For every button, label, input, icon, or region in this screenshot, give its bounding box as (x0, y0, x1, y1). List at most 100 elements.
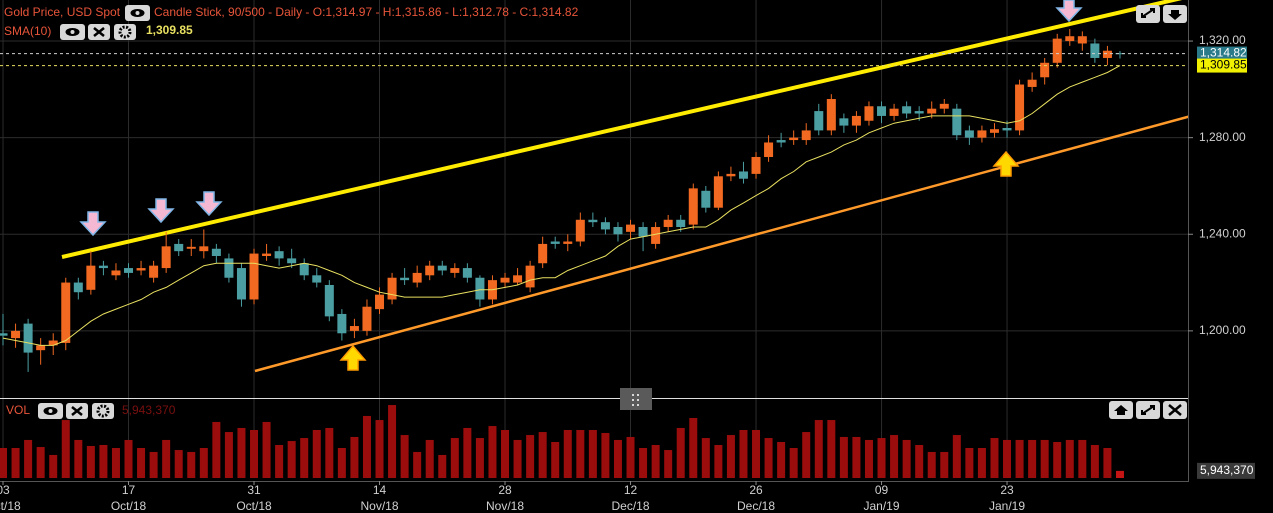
volume-bar (1040, 439, 1049, 478)
volume-bar (375, 420, 384, 478)
volume-bar (111, 448, 120, 478)
candle-body (287, 258, 297, 264)
x-tick-label: 31 (247, 483, 261, 497)
sma-last-label: 1,309.85 (1200, 58, 1247, 72)
x-tick-sublabel: Jan/19 (864, 499, 900, 513)
settings-button[interactable] (114, 24, 136, 40)
candle-body (437, 265, 447, 271)
candle-body (776, 140, 786, 143)
volume-bar (137, 448, 146, 478)
candle-body (211, 248, 221, 256)
candle-body (688, 188, 698, 225)
candle-body (1040, 62, 1050, 78)
candle-body (738, 171, 748, 179)
volume-bar (802, 432, 811, 478)
candle-body (764, 142, 774, 157)
candle-body (977, 130, 987, 138)
candle-body (400, 277, 410, 281)
sma-last-value: 1,309.85 (146, 23, 193, 37)
volume-bar (400, 435, 409, 478)
volume-bar (563, 430, 572, 478)
candle-body (626, 224, 636, 232)
volume-bar (450, 438, 459, 478)
x-icon (71, 406, 83, 416)
axis-background (1188, 0, 1273, 513)
candle-body (98, 265, 108, 269)
candle-body (11, 330, 21, 339)
volume-bar (852, 436, 861, 478)
volume-bar (526, 435, 535, 478)
volume-bar (1103, 448, 1112, 478)
candle-body (952, 108, 962, 136)
x-tick-sublabel: Nov/18 (361, 499, 399, 513)
volume-bar (940, 451, 949, 478)
volume-bar (613, 439, 622, 478)
x-tick-sublabel: Nov/18 (486, 499, 524, 513)
x-tick-sublabel: Oct/18 (236, 499, 272, 513)
volume-bar (927, 451, 936, 478)
candle-body (789, 137, 799, 141)
volume-bar (789, 448, 798, 478)
candle-body (186, 246, 196, 249)
x-tick-label: 23 (1000, 483, 1014, 497)
up-icon (1114, 405, 1128, 415)
candle-body (613, 227, 623, 235)
candle-body (600, 222, 610, 230)
eye-pupil (70, 30, 75, 34)
x-tick-label: 12 (624, 483, 638, 497)
candle-body (864, 106, 874, 121)
volume-bar (814, 420, 823, 478)
volume-bar (275, 445, 284, 478)
candle-body (826, 99, 836, 131)
candle-body (550, 241, 560, 244)
volume-bar (388, 405, 397, 478)
candle-body (1077, 36, 1087, 44)
candle-body (964, 130, 974, 138)
sma-label: SMA(10) (4, 24, 51, 38)
x-tick-sublabel: Dec/18 (737, 499, 775, 513)
candle-body (111, 270, 121, 276)
volume-bar (475, 438, 484, 478)
resize-handle[interactable] (620, 388, 652, 410)
candle-body (61, 282, 71, 343)
candle-body (1102, 50, 1112, 58)
candle-body (349, 326, 359, 331)
down-arrow (79, 211, 107, 237)
candle-body (701, 190, 711, 208)
y-tick-label: 1,200.00 (1199, 323, 1246, 337)
candle-body (902, 106, 912, 114)
volume-last-label: 5,943,370 (1200, 463, 1254, 477)
x-tick-sublabel: Dec/18 (612, 499, 650, 513)
volume-bar (777, 442, 786, 478)
volume-bar (877, 438, 886, 478)
candle-body (538, 243, 548, 264)
volume-bar (488, 426, 497, 478)
volume-bar (149, 451, 158, 478)
up-arrow (339, 344, 367, 371)
candle-body (889, 108, 899, 116)
candle-body (149, 265, 159, 278)
volume-bar (36, 447, 45, 478)
candle-body (1052, 38, 1062, 63)
volume-bar (1065, 439, 1074, 478)
down-arrow (147, 198, 175, 224)
x-tick-label: 03 (0, 483, 10, 497)
volume-bar (990, 438, 999, 478)
volume-bar (538, 432, 547, 478)
volume-bar (162, 439, 171, 478)
x-tick-sublabel: Oct/18 (111, 499, 147, 513)
settings-button[interactable] (92, 403, 114, 419)
volume-bar (24, 439, 33, 478)
candle-body (1065, 36, 1075, 42)
volume-bar (1090, 445, 1099, 478)
handle-dots (632, 394, 639, 406)
candle-body (324, 284, 334, 317)
x-icon (93, 27, 105, 37)
volume-bar (425, 439, 434, 478)
candle-body (663, 219, 673, 228)
volume-bar (501, 430, 510, 478)
candle-body (236, 268, 246, 300)
chart-title: Gold Price, USD Spot (4, 5, 121, 19)
